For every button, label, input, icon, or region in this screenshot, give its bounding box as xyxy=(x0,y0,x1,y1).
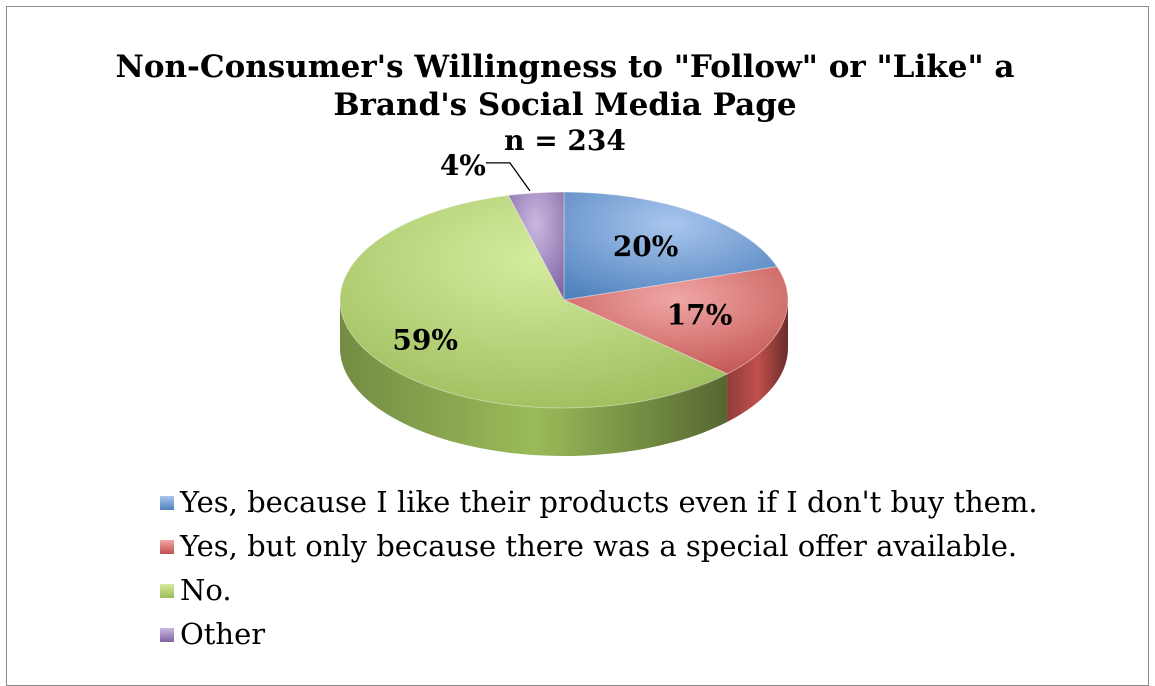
legend-label: Other xyxy=(180,617,266,651)
legend-item: Yes, because I like their products even … xyxy=(160,480,1038,524)
pie-data-labels: 20% 17% 59% 4% xyxy=(392,149,732,357)
legend-item: Yes, but only because there was a specia… xyxy=(160,524,1038,568)
legend-label: Yes, because I like their products even … xyxy=(180,485,1038,519)
legend-swatch xyxy=(160,540,174,554)
chart-title-line-2: Brand's Social Media Page xyxy=(333,87,797,123)
pie-data-label: 17% xyxy=(667,299,733,332)
legend-swatch xyxy=(160,628,174,642)
legend-label: No. xyxy=(180,573,232,607)
legend-item: No. xyxy=(160,568,1038,612)
pie-chart: 20% 17% 59% 4% xyxy=(339,149,789,457)
chart-subtitle: n = 234 xyxy=(504,124,626,157)
pie-data-label: 59% xyxy=(392,324,458,357)
legend-swatch xyxy=(160,584,174,598)
pie-leader-lines xyxy=(485,162,531,192)
pie-side-2 xyxy=(340,300,728,457)
pie-data-label: 4% xyxy=(440,149,486,182)
pie-slice-2 xyxy=(339,194,729,409)
pie-slice-1 xyxy=(562,266,789,375)
chart-title-line-1: Non-Consumer's Willingness to "Follow" o… xyxy=(115,49,1015,85)
pie-tops xyxy=(339,191,789,409)
legend-label: Yes, but only because there was a specia… xyxy=(180,529,1018,563)
pie-data-label: 20% xyxy=(613,230,679,263)
pie-side-1 xyxy=(727,300,788,422)
pie-slice-3 xyxy=(507,191,565,301)
pie-slice-0 xyxy=(563,191,778,301)
legend-item: Other xyxy=(160,612,1038,656)
leader-line xyxy=(485,162,531,192)
chart-title: Non-Consumer's Willingness to "Follow" o… xyxy=(0,48,1130,124)
legend: Yes, because I like their products even … xyxy=(160,480,1038,656)
legend-swatch xyxy=(160,496,174,510)
